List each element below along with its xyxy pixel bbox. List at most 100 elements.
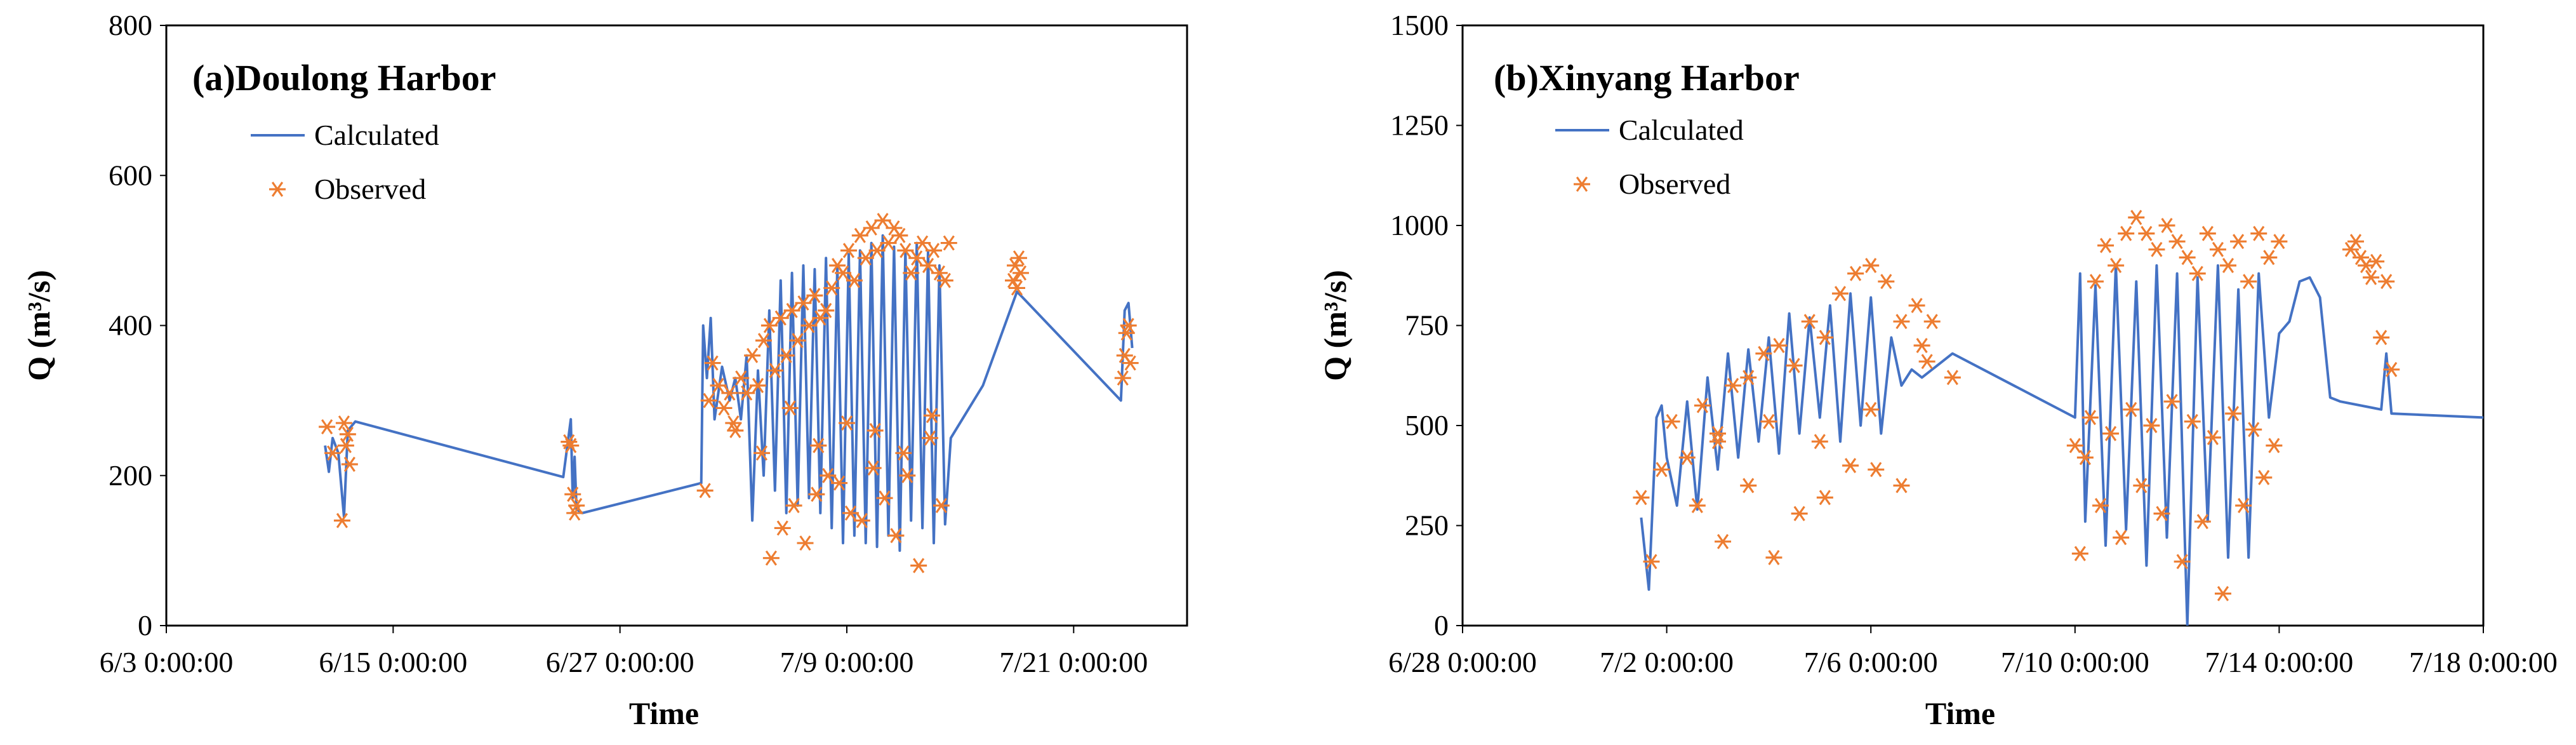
observed-point xyxy=(908,250,926,266)
observed-point xyxy=(1811,434,1828,450)
observed-point xyxy=(1908,298,1925,313)
y-tick-label: 1000 xyxy=(1390,209,1449,241)
observed-point xyxy=(2245,422,2262,438)
observed-point xyxy=(2250,225,2267,241)
observed-point xyxy=(1801,314,1818,330)
observed-point xyxy=(806,288,823,304)
observed-point xyxy=(2087,274,2104,290)
observed-point xyxy=(2133,478,2150,493)
observed-point xyxy=(2266,438,2283,453)
observed-point xyxy=(880,235,897,251)
observed-point xyxy=(789,333,806,349)
observed-point xyxy=(2378,274,2395,290)
observed-point xyxy=(2255,469,2273,485)
x-tick-label: 7/21 0:00:00 xyxy=(999,646,1148,678)
observed-point xyxy=(820,467,837,483)
observed-point xyxy=(810,438,827,453)
observed-point xyxy=(2199,225,2216,241)
x-tick-label: 7/6 0:00:00 xyxy=(1804,646,1938,678)
observed-point xyxy=(750,378,767,393)
observed-point xyxy=(1868,462,1885,478)
observed-point xyxy=(808,487,825,502)
observed-point xyxy=(2102,426,2120,441)
observed-point xyxy=(774,520,791,536)
observed-point xyxy=(840,243,857,258)
x-tick-label: 6/27 0:00:00 xyxy=(546,646,694,678)
observed-point xyxy=(2363,269,2380,285)
observed-point xyxy=(2368,253,2385,269)
observed-point xyxy=(2168,234,2186,250)
observed-point xyxy=(2076,450,2094,466)
observed-point xyxy=(754,445,770,461)
observed-point xyxy=(1633,490,1650,506)
observed-point xyxy=(2184,413,2201,429)
observed-point xyxy=(914,235,931,251)
observed-point xyxy=(725,415,742,431)
observed-point xyxy=(1715,534,1732,549)
observed-point xyxy=(1760,413,1777,429)
observed-point xyxy=(738,385,755,401)
x-tick-label: 6/28 0:00:00 xyxy=(1388,646,1537,678)
observed-point xyxy=(2179,250,2196,265)
observed-point xyxy=(335,415,352,431)
observed-point xyxy=(933,498,950,513)
observed-point xyxy=(1862,258,1880,273)
observed-point xyxy=(2071,546,2088,561)
plot-area-frame xyxy=(165,24,1188,627)
observed-point xyxy=(866,422,884,438)
observed-point xyxy=(2220,258,2236,273)
observed-point xyxy=(772,310,789,326)
observed-point xyxy=(1012,265,1029,281)
observed-point xyxy=(2209,241,2226,257)
y-tick-label: 500 xyxy=(1405,409,1449,441)
observed-point xyxy=(778,347,795,363)
observed-point xyxy=(1740,478,1757,493)
observed-point xyxy=(1005,272,1022,288)
observed-point xyxy=(1653,462,1670,478)
y-tick-label: 250 xyxy=(1405,509,1449,542)
observed-point xyxy=(857,250,874,266)
observed-point xyxy=(1009,280,1025,296)
observed-point xyxy=(940,235,957,251)
observed-point xyxy=(1923,314,1941,330)
chart-panel-doulong-harbor: 0 200 400 600 800 6/3 0:00:00 6/15 0:00:00 6/27… xyxy=(21,9,1188,731)
observed-point xyxy=(2271,234,2288,250)
observed-point xyxy=(783,302,800,318)
observed-point xyxy=(1842,458,1859,473)
y-axis-title: Q (m³/s) xyxy=(1317,270,1353,381)
x-tick-label: 6/15 0:00:00 xyxy=(319,646,467,678)
observed-point xyxy=(1913,338,1930,353)
observed-point xyxy=(700,393,717,408)
plot-area-frame xyxy=(1461,24,2485,627)
y-tick-label: 750 xyxy=(1405,309,1449,342)
observed-point xyxy=(562,438,580,453)
observed-point xyxy=(920,258,937,273)
observed-point xyxy=(2189,265,2206,281)
observed-point xyxy=(897,243,914,258)
observed-point xyxy=(2081,410,2099,426)
observed-point xyxy=(903,265,920,281)
observed-point xyxy=(863,220,880,236)
x-tick-label: 7/10 0:00:00 xyxy=(2001,646,2149,678)
observed-point xyxy=(936,272,953,288)
observed-point xyxy=(1678,450,1696,466)
observed-point xyxy=(874,213,891,229)
observed-point xyxy=(876,490,893,506)
y-tick-label: 200 xyxy=(109,459,152,492)
observed-point xyxy=(564,487,581,502)
x-tick-label: 7/14 0:00:00 xyxy=(2205,646,2353,678)
observed-point xyxy=(333,513,350,528)
observed-point xyxy=(851,227,868,243)
observed-point xyxy=(1918,354,1935,370)
panel-title: (b)Xinyang Harbor xyxy=(1494,57,1800,98)
observed-point xyxy=(721,385,738,401)
observed-point xyxy=(2158,218,2175,233)
observed-point xyxy=(800,318,818,333)
y-tick-label: 800 xyxy=(109,9,152,41)
observed-point xyxy=(2066,438,2083,453)
observed-point xyxy=(1663,413,1680,429)
legend-calculated-label: Calculated xyxy=(314,119,439,151)
observed-point xyxy=(1893,314,1910,330)
x-tick-label: 7/2 0:00:00 xyxy=(1600,646,1734,678)
